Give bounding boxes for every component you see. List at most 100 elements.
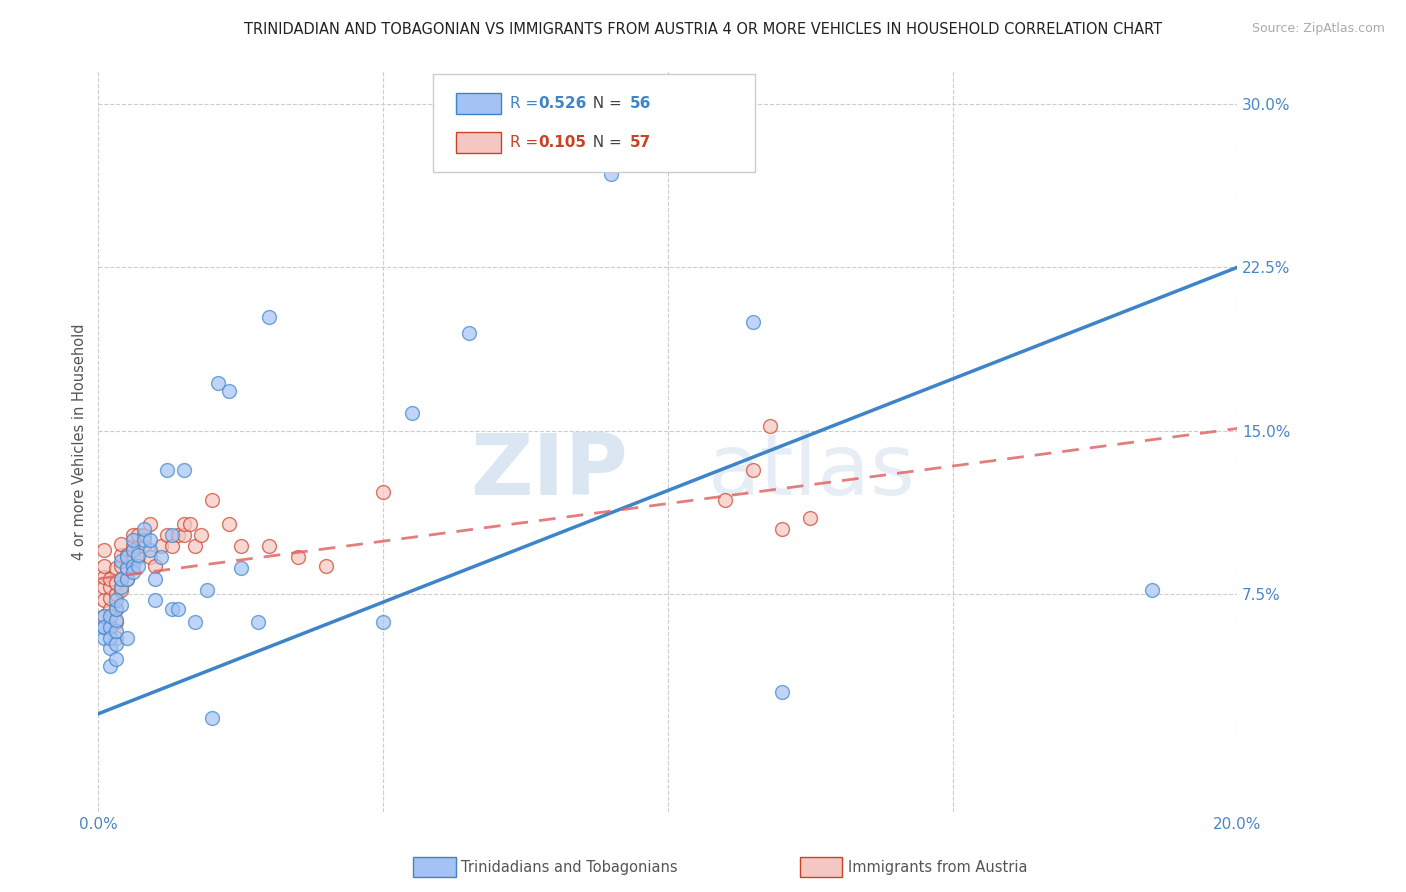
Text: 0.526: 0.526 [538, 96, 586, 112]
Point [770, 685, 793, 699]
Point [770, 522, 793, 536]
Point [121, 533, 143, 547]
Point [121, 558, 143, 573]
Point [127, 548, 149, 562]
Point [93, 608, 115, 623]
Point [104, 576, 127, 591]
Point [799, 510, 821, 524]
Point [201, 493, 224, 508]
Text: 56: 56 [630, 96, 651, 112]
Point [104, 561, 127, 575]
Text: N =: N = [583, 96, 627, 112]
Point [98, 631, 121, 645]
Point [600, 167, 623, 181]
Point [127, 549, 149, 564]
Point [121, 543, 143, 558]
Text: TRINIDADIAN AND TOBAGONIAN VS IMMIGRANTS FROM AUSTRIA 4 OR MORE VEHICLES IN HOUS: TRINIDADIAN AND TOBAGONIAN VS IMMIGRANTS… [243, 22, 1163, 37]
Point [93, 543, 115, 558]
Point [457, 326, 479, 340]
Point [184, 615, 207, 630]
Point [115, 572, 138, 586]
Point [162, 528, 184, 542]
Point [145, 593, 167, 607]
Point [98, 602, 121, 616]
Point [104, 593, 127, 607]
Text: Immigrants from Austria: Immigrants from Austria [848, 860, 1028, 874]
Point [287, 549, 309, 564]
Point [401, 406, 423, 420]
Text: R =: R = [510, 136, 544, 150]
Point [259, 539, 281, 553]
Point [115, 561, 138, 575]
Point [121, 565, 143, 579]
Point [110, 548, 132, 562]
Point [138, 543, 160, 558]
Point [315, 558, 337, 573]
Y-axis label: 4 or more Vehicles in Household: 4 or more Vehicles in Household [72, 323, 87, 560]
Point [110, 572, 132, 586]
Point [229, 561, 252, 575]
Point [98, 608, 121, 623]
Point [173, 517, 195, 532]
Point [714, 493, 737, 508]
Point [167, 528, 190, 542]
Point [1140, 582, 1163, 597]
Point [98, 615, 121, 630]
Point [98, 581, 121, 595]
Point [110, 537, 132, 551]
Point [742, 315, 765, 329]
Point [115, 631, 138, 645]
Point [104, 652, 127, 666]
Point [110, 554, 132, 568]
Point [93, 569, 115, 583]
Point [98, 591, 121, 606]
Point [156, 528, 179, 542]
Point [195, 582, 218, 597]
Point [98, 641, 121, 656]
Text: R =: R = [510, 96, 544, 112]
Point [162, 539, 184, 553]
Point [184, 539, 207, 553]
Text: Source: ZipAtlas.com: Source: ZipAtlas.com [1251, 22, 1385, 36]
Point [104, 637, 127, 651]
Point [190, 528, 212, 542]
Point [110, 572, 132, 586]
Point [98, 658, 121, 673]
Point [110, 581, 132, 595]
Point [132, 522, 155, 536]
Point [93, 581, 115, 595]
Point [742, 463, 765, 477]
Point [104, 613, 127, 627]
Point [98, 619, 121, 633]
Point [121, 549, 143, 564]
Point [104, 602, 127, 616]
Point [218, 384, 240, 399]
Point [201, 711, 224, 725]
Point [110, 582, 132, 597]
Text: 57: 57 [630, 136, 651, 150]
Point [150, 539, 173, 553]
Text: ZIP: ZIP [470, 430, 628, 513]
Point [104, 587, 127, 601]
Point [110, 558, 132, 573]
Point [138, 549, 160, 564]
Point [93, 558, 115, 573]
Point [104, 624, 127, 638]
Point [127, 558, 149, 573]
Point [259, 310, 281, 325]
Point [132, 533, 155, 547]
Point [121, 528, 143, 542]
Point [145, 572, 167, 586]
Point [115, 548, 138, 562]
Point [132, 539, 155, 553]
Point [110, 598, 132, 612]
Point [162, 602, 184, 616]
Point [104, 631, 127, 645]
Text: Trinidadians and Tobagonians: Trinidadians and Tobagonians [461, 860, 678, 874]
Point [138, 517, 160, 532]
Text: 0.105: 0.105 [538, 136, 586, 150]
Point [115, 572, 138, 586]
Point [98, 572, 121, 586]
Point [127, 539, 149, 553]
Point [246, 615, 269, 630]
